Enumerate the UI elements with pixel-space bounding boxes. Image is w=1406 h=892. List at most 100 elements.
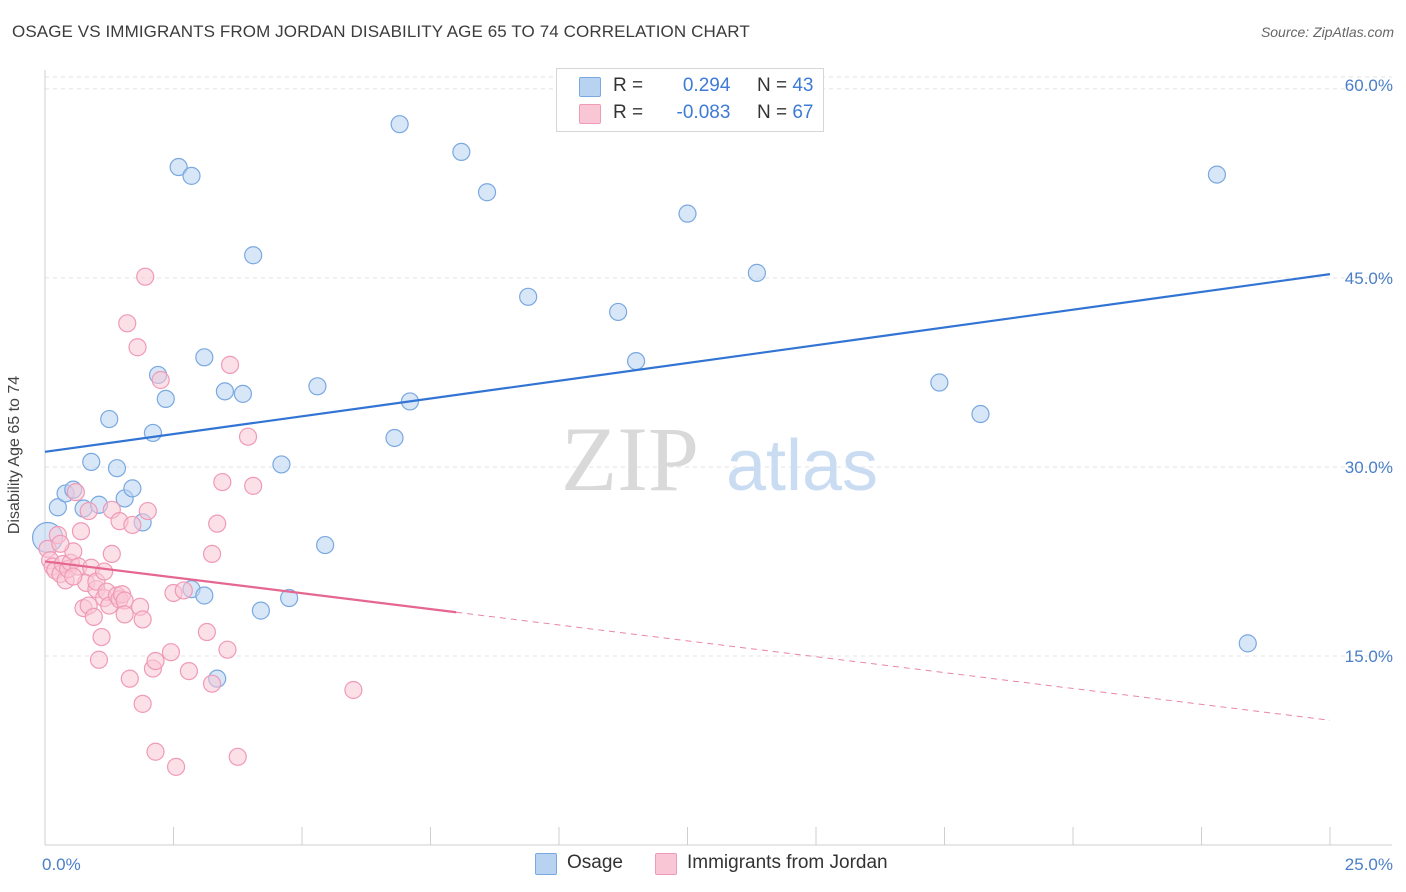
y-tick-label: 30.0%: [1345, 458, 1393, 477]
jordan-point: [136, 267, 155, 286]
jordan-point: [66, 483, 85, 502]
jordan-point: [95, 562, 114, 581]
osage-point: [100, 409, 119, 429]
jordan-point: [218, 640, 237, 659]
osage-point: [971, 404, 990, 424]
jordan-point: [208, 514, 227, 533]
osage-point: [82, 452, 101, 472]
jordan-point: [244, 476, 263, 495]
osage-point: [626, 351, 646, 371]
osage-point: [930, 373, 949, 392]
osage-point: [477, 183, 497, 202]
watermark: ZIP atlas: [561, 408, 878, 510]
osage-point: [195, 586, 214, 605]
jordan-point: [146, 742, 165, 761]
osage-point: [123, 479, 142, 498]
osage-point: [156, 389, 175, 409]
jordan-trend-line-extension: [456, 611, 1331, 721]
tick-labels: 15.0% 30.0% 45.0% 60.0% 0.0% 25.0%: [42, 76, 1393, 874]
osage-point: [452, 142, 471, 162]
osage-point: [747, 263, 766, 282]
legend-r-label: R =: [613, 102, 644, 123]
jordan-point: [202, 674, 222, 693]
osage-point: [272, 455, 291, 474]
jordan-point: [238, 427, 258, 446]
legend-r-value: 0.294: [682, 75, 731, 96]
jordan-point: [64, 567, 83, 586]
osage-point: [390, 115, 409, 134]
jordan-trend-line: [44, 560, 457, 614]
jordan-point: [115, 605, 134, 624]
x-tick-label: 25.0%: [1345, 855, 1393, 874]
osage-point: [308, 377, 327, 396]
jordan-point: [213, 472, 232, 492]
jordan-point: [202, 544, 222, 564]
jordan-point: [71, 522, 91, 541]
osage-point: [280, 588, 299, 608]
jordan-point: [174, 581, 193, 600]
jordan-point: [220, 355, 240, 374]
jordan-swatch: [655, 853, 677, 875]
jordan-point: [179, 661, 199, 681]
jordan-point: [84, 607, 103, 627]
jordan-point: [344, 680, 363, 700]
jordan-point: [151, 370, 170, 390]
osage-point: [1238, 634, 1257, 653]
legend-r-label: R =: [613, 75, 644, 96]
osage-point: [244, 246, 263, 265]
osage-point: [215, 382, 234, 401]
y-tick-label: 15.0%: [1345, 647, 1393, 666]
legend-n-label: N =: [756, 75, 788, 96]
jordan-point: [166, 757, 186, 776]
osage-point: [182, 166, 201, 185]
y-tick-label: 45.0%: [1345, 269, 1393, 288]
bottom-legend-jordan-label: Immigrants from Jordan: [687, 852, 888, 873]
jordan-point: [146, 651, 165, 671]
legend-r-value: -0.083: [676, 102, 731, 123]
bottom-legend-osage-label: Osage: [567, 852, 623, 873]
legend-n-label: N =: [756, 102, 788, 123]
trend-lines: [44, 273, 1331, 721]
jordan-point: [118, 314, 137, 333]
jordan-point: [89, 650, 109, 669]
y-tick-label: 60.0%: [1345, 76, 1393, 95]
watermark-zip: ZIP: [561, 408, 699, 510]
jordan-swatch: [579, 104, 601, 124]
legend: R = 0.294 N = 43 R = -0.083 N = 67: [556, 68, 824, 132]
osage-point: [143, 423, 163, 443]
osage-point: [251, 601, 270, 620]
osage-trend-line: [44, 273, 1331, 453]
osage-point: [678, 204, 697, 223]
legend-n-value: 67: [792, 102, 814, 123]
osage-point: [107, 459, 127, 478]
osage-point: [609, 302, 628, 322]
jordan-point: [197, 622, 217, 642]
data-points: [31, 115, 1257, 776]
osage-point: [519, 287, 538, 306]
jordan-point: [128, 338, 147, 357]
gridlines: [45, 76, 1392, 657]
jordan-point: [79, 501, 98, 521]
osage-swatch: [535, 853, 557, 875]
jordan-point: [161, 643, 181, 662]
legend-n-value: 43: [792, 75, 814, 96]
x-tick-label: 0.0%: [42, 855, 81, 874]
watermark-atlas: atlas: [726, 426, 878, 506]
osage-point: [48, 498, 67, 517]
jordan-point: [133, 694, 152, 713]
jordan-point: [102, 544, 121, 564]
osage-point: [169, 157, 188, 177]
jordan-point: [138, 501, 157, 521]
source-label: Source: ZipAtlas.com: [1260, 24, 1394, 40]
jordan-point: [228, 747, 247, 766]
osage-point: [233, 384, 252, 403]
jordan-point: [92, 627, 111, 647]
chart-title: OSAGE VS IMMIGRANTS FROM JORDAN DISABILI…: [12, 22, 750, 41]
jordan-point: [133, 610, 152, 629]
osage-swatch: [579, 77, 601, 97]
osage-point: [195, 348, 214, 367]
osage-point: [316, 535, 335, 555]
jordan-point: [123, 515, 142, 535]
osage-point: [385, 428, 404, 448]
